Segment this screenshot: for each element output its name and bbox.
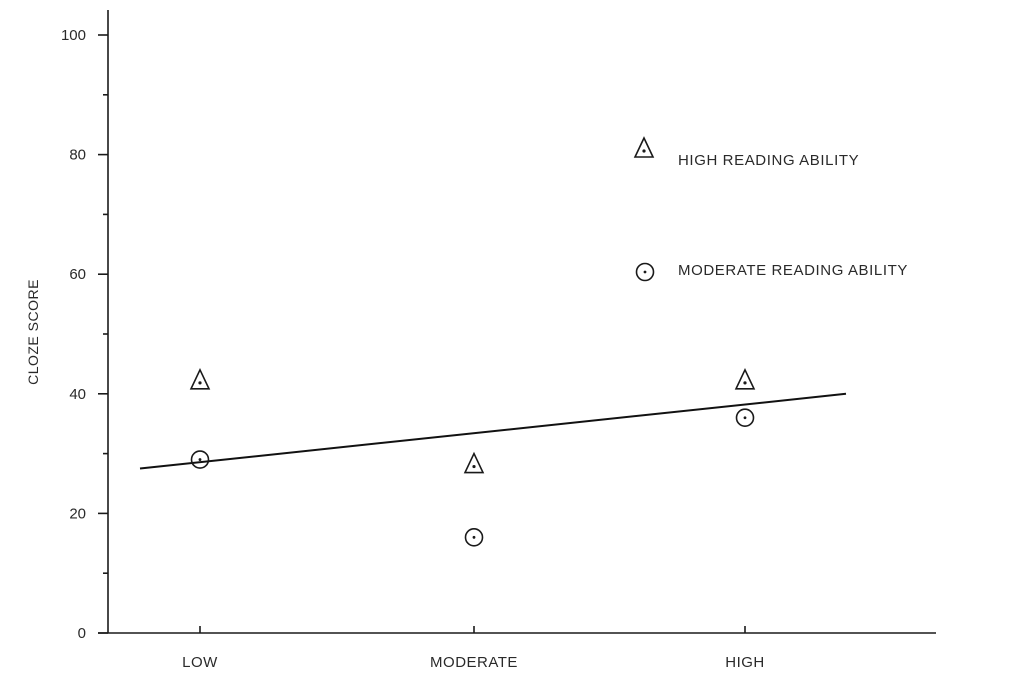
y-tick-label: 0 — [78, 625, 86, 642]
y-tick-label: 40 — [69, 386, 86, 403]
legend-item-moderate-reading-ability: MODERATE READING ABILITY — [635, 262, 908, 282]
data-markers — [189, 367, 756, 547]
y-tick-label: 80 — [69, 147, 86, 164]
y-tick-label: 60 — [69, 266, 86, 283]
trend-line — [139, 392, 847, 470]
legend-triangle-marker — [633, 136, 655, 158]
x-tick-label: LOW — [182, 654, 218, 671]
y-tick-label: 100 — [61, 27, 86, 44]
legend-item-high-reading-ability: HIGH READING ABILITY — [633, 136, 859, 169]
axes: 0 20 40 60 80 100 LOW MODERATE HIGH — [61, 10, 936, 671]
legend-circle-marker — [635, 262, 655, 282]
moderate-reading-ability-point — [735, 408, 755, 428]
legend: HIGH READING ABILITY MODERATE READING AB… — [633, 136, 908, 282]
legend-label-high-reading-ability: HIGH READING ABILITY — [678, 152, 859, 169]
high-reading-ability-point — [463, 451, 485, 474]
legend-label-moderate-reading-ability: MODERATE READING ABILITY — [678, 262, 908, 279]
y-axis-label: CLOZE SCORE — [25, 279, 41, 385]
y-tick-label: 20 — [69, 505, 86, 522]
trend-layer — [139, 392, 847, 470]
moderate-reading-ability-point — [190, 450, 210, 469]
x-tick-label: MODERATE — [430, 654, 518, 671]
high-reading-ability-point — [734, 367, 756, 390]
moderate-reading-ability-point — [464, 528, 484, 547]
x-tick-label: HIGH — [725, 654, 765, 671]
high-reading-ability-point — [189, 367, 211, 390]
